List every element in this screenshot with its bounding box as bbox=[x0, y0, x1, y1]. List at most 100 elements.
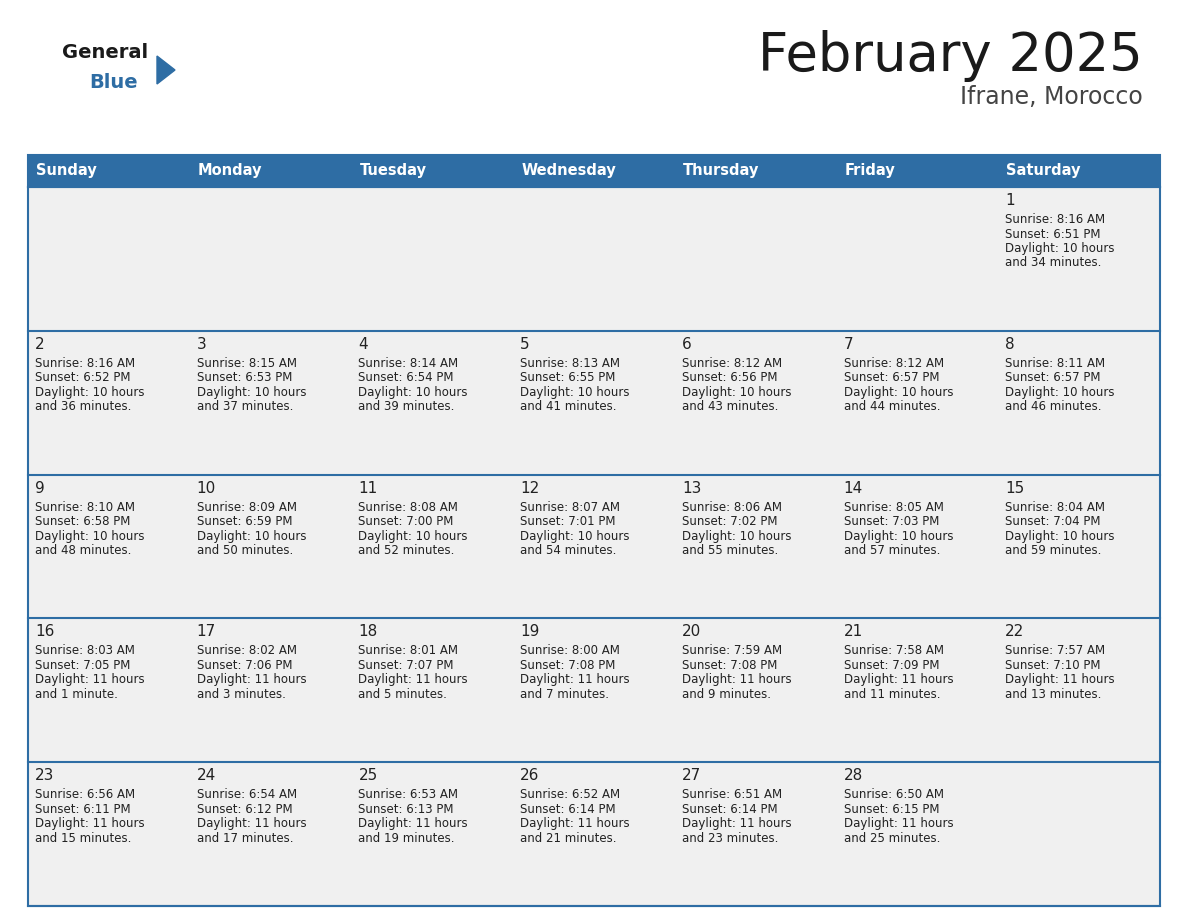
Text: Daylight: 10 hours: Daylight: 10 hours bbox=[1005, 242, 1114, 255]
Text: Sunrise: 6:51 AM: Sunrise: 6:51 AM bbox=[682, 789, 782, 801]
Text: Daylight: 11 hours: Daylight: 11 hours bbox=[197, 674, 307, 687]
Text: Sunrise: 8:10 AM: Sunrise: 8:10 AM bbox=[34, 500, 135, 513]
Text: Sunrise: 6:54 AM: Sunrise: 6:54 AM bbox=[197, 789, 297, 801]
Text: Sunset: 6:11 PM: Sunset: 6:11 PM bbox=[34, 802, 131, 816]
Text: and 3 minutes.: and 3 minutes. bbox=[197, 688, 285, 701]
Bar bbox=[190, 762, 352, 906]
Bar bbox=[513, 330, 675, 475]
Text: 15: 15 bbox=[1005, 481, 1024, 496]
Text: 4: 4 bbox=[359, 337, 368, 352]
Text: Daylight: 10 hours: Daylight: 10 hours bbox=[520, 386, 630, 398]
Text: and 5 minutes.: and 5 minutes. bbox=[359, 688, 448, 701]
Bar bbox=[513, 762, 675, 906]
Text: and 50 minutes.: and 50 minutes. bbox=[197, 544, 293, 557]
Text: 13: 13 bbox=[682, 481, 701, 496]
Text: 24: 24 bbox=[197, 768, 216, 783]
Text: 21: 21 bbox=[843, 624, 862, 640]
Bar bbox=[836, 619, 998, 762]
Text: Sunset: 7:03 PM: Sunset: 7:03 PM bbox=[843, 515, 939, 528]
Bar bbox=[190, 475, 352, 619]
Bar bbox=[29, 187, 190, 330]
Text: and 52 minutes.: and 52 minutes. bbox=[359, 544, 455, 557]
Text: 14: 14 bbox=[843, 481, 862, 496]
Text: Sunrise: 7:58 AM: Sunrise: 7:58 AM bbox=[843, 644, 943, 657]
Text: 18: 18 bbox=[359, 624, 378, 640]
Bar bbox=[675, 475, 836, 619]
Text: Sunset: 7:08 PM: Sunset: 7:08 PM bbox=[682, 659, 777, 672]
Text: Daylight: 11 hours: Daylight: 11 hours bbox=[682, 674, 791, 687]
Text: and 55 minutes.: and 55 minutes. bbox=[682, 544, 778, 557]
Text: Sunset: 6:59 PM: Sunset: 6:59 PM bbox=[197, 515, 292, 528]
Text: Daylight: 10 hours: Daylight: 10 hours bbox=[359, 530, 468, 543]
Bar bbox=[352, 330, 513, 475]
Text: 17: 17 bbox=[197, 624, 216, 640]
Text: Sunset: 6:57 PM: Sunset: 6:57 PM bbox=[1005, 371, 1101, 385]
Text: Sunrise: 8:15 AM: Sunrise: 8:15 AM bbox=[197, 357, 297, 370]
Bar bbox=[675, 762, 836, 906]
Text: Sunrise: 8:13 AM: Sunrise: 8:13 AM bbox=[520, 357, 620, 370]
Text: and 36 minutes.: and 36 minutes. bbox=[34, 400, 132, 413]
Text: Sunrise: 8:12 AM: Sunrise: 8:12 AM bbox=[682, 357, 782, 370]
Text: and 23 minutes.: and 23 minutes. bbox=[682, 832, 778, 845]
Text: Sunset: 7:09 PM: Sunset: 7:09 PM bbox=[843, 659, 939, 672]
Text: February 2025: February 2025 bbox=[758, 30, 1143, 82]
Text: and 15 minutes.: and 15 minutes. bbox=[34, 832, 132, 845]
Bar bbox=[190, 619, 352, 762]
Text: Sunrise: 8:16 AM: Sunrise: 8:16 AM bbox=[34, 357, 135, 370]
Text: 27: 27 bbox=[682, 768, 701, 783]
Bar bbox=[998, 187, 1159, 330]
Text: Sunset: 6:54 PM: Sunset: 6:54 PM bbox=[359, 371, 454, 385]
Text: Sunrise: 8:06 AM: Sunrise: 8:06 AM bbox=[682, 500, 782, 513]
Text: Sunrise: 8:16 AM: Sunrise: 8:16 AM bbox=[1005, 213, 1105, 226]
Text: Daylight: 11 hours: Daylight: 11 hours bbox=[843, 674, 953, 687]
Text: Sunset: 7:00 PM: Sunset: 7:00 PM bbox=[359, 515, 454, 528]
Bar bbox=[513, 475, 675, 619]
Text: Sunset: 7:02 PM: Sunset: 7:02 PM bbox=[682, 515, 777, 528]
Text: and 43 minutes.: and 43 minutes. bbox=[682, 400, 778, 413]
Text: Sunrise: 8:05 AM: Sunrise: 8:05 AM bbox=[843, 500, 943, 513]
Text: and 21 minutes.: and 21 minutes. bbox=[520, 832, 617, 845]
Bar bbox=[675, 330, 836, 475]
Polygon shape bbox=[157, 56, 175, 84]
Text: Sunset: 6:51 PM: Sunset: 6:51 PM bbox=[1005, 228, 1101, 241]
Text: Sunset: 6:56 PM: Sunset: 6:56 PM bbox=[682, 371, 777, 385]
Text: Daylight: 10 hours: Daylight: 10 hours bbox=[1005, 530, 1114, 543]
Bar bbox=[190, 330, 352, 475]
Text: and 7 minutes.: and 7 minutes. bbox=[520, 688, 609, 701]
Text: Daylight: 10 hours: Daylight: 10 hours bbox=[520, 530, 630, 543]
Text: 20: 20 bbox=[682, 624, 701, 640]
Text: Sunrise: 8:11 AM: Sunrise: 8:11 AM bbox=[1005, 357, 1105, 370]
Text: and 57 minutes.: and 57 minutes. bbox=[843, 544, 940, 557]
Text: 28: 28 bbox=[843, 768, 862, 783]
Text: 22: 22 bbox=[1005, 624, 1024, 640]
Text: Sunrise: 6:52 AM: Sunrise: 6:52 AM bbox=[520, 789, 620, 801]
Text: Daylight: 10 hours: Daylight: 10 hours bbox=[197, 386, 307, 398]
Text: Sunrise: 8:07 AM: Sunrise: 8:07 AM bbox=[520, 500, 620, 513]
Text: Sunrise: 6:53 AM: Sunrise: 6:53 AM bbox=[359, 789, 459, 801]
Text: Sunrise: 8:04 AM: Sunrise: 8:04 AM bbox=[1005, 500, 1105, 513]
Bar bbox=[998, 475, 1159, 619]
Text: Daylight: 11 hours: Daylight: 11 hours bbox=[1005, 674, 1114, 687]
Text: Sunset: 6:12 PM: Sunset: 6:12 PM bbox=[197, 802, 292, 816]
Text: Sunset: 7:05 PM: Sunset: 7:05 PM bbox=[34, 659, 131, 672]
Text: Daylight: 10 hours: Daylight: 10 hours bbox=[843, 386, 953, 398]
Bar bbox=[190, 187, 352, 330]
Text: Sunset: 7:01 PM: Sunset: 7:01 PM bbox=[520, 515, 615, 528]
Text: Daylight: 10 hours: Daylight: 10 hours bbox=[1005, 386, 1114, 398]
Text: Sunset: 6:58 PM: Sunset: 6:58 PM bbox=[34, 515, 131, 528]
Bar bbox=[513, 619, 675, 762]
Bar bbox=[998, 619, 1159, 762]
Text: 19: 19 bbox=[520, 624, 539, 640]
Bar bbox=[29, 155, 1159, 187]
Text: Sunrise: 8:00 AM: Sunrise: 8:00 AM bbox=[520, 644, 620, 657]
Text: Daylight: 10 hours: Daylight: 10 hours bbox=[843, 530, 953, 543]
Text: 8: 8 bbox=[1005, 337, 1015, 352]
Text: Daylight: 11 hours: Daylight: 11 hours bbox=[34, 817, 145, 830]
Text: 16: 16 bbox=[34, 624, 55, 640]
Text: Daylight: 10 hours: Daylight: 10 hours bbox=[359, 386, 468, 398]
Text: Friday: Friday bbox=[845, 163, 896, 178]
Text: Saturday: Saturday bbox=[1006, 163, 1081, 178]
Text: Daylight: 10 hours: Daylight: 10 hours bbox=[682, 530, 791, 543]
Text: Sunrise: 8:14 AM: Sunrise: 8:14 AM bbox=[359, 357, 459, 370]
Text: Sunset: 6:53 PM: Sunset: 6:53 PM bbox=[197, 371, 292, 385]
